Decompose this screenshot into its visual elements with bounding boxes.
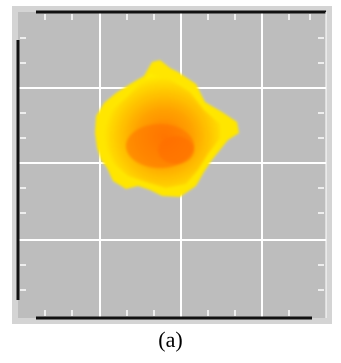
heatmap-blob (95, 60, 239, 197)
axes (16, 10, 327, 320)
tick-marks (20, 14, 324, 316)
grid-lines (18, 12, 326, 318)
figure-caption: (a) (158, 327, 183, 352)
